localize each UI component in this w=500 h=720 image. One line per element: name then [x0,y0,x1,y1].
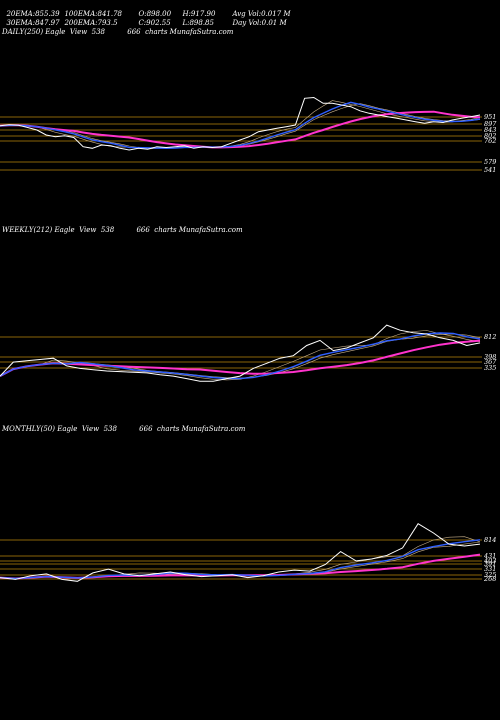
close: C:902.55 [134,10,171,28]
weekly-caption: WEEKLY(212) Eagle View 538 666 charts Mu… [2,226,243,234]
daily-level-label: 843 [484,126,496,134]
close-value: 902.55 [146,19,171,27]
monthly-level-label: 391 [484,560,496,568]
monthly-level-label: 268 [483,575,496,583]
dayvol-label: Day Vol: [232,19,262,27]
ema100-value: 841.78 [97,10,123,18]
monthly-level-label: 331 [484,565,496,573]
ema100: 100EMA:841.78 [60,1,122,19]
ema30: 30EMA:847.97 [2,10,60,28]
daily-level-label: 579 [484,158,496,166]
monthly-ema-fast [0,539,481,580]
daily-ma-thin-2 [0,103,481,149]
daily-level-label: 897 [484,120,497,128]
monthly-ma-thin-2 [0,541,481,579]
monthly-level-label: 325 [484,571,496,579]
daily-level-label: 541 [484,166,496,174]
weekly-level-label: 812 [484,333,496,341]
ema20-value: 855.39 [35,10,60,18]
weekly-level-label: 398 [484,353,496,361]
daily-ema-slow [0,110,481,149]
weekly-ema-slow [0,339,481,377]
avgvol: Avg Vol:0.017 M [228,1,291,19]
daily-ma-thin-1 [0,100,481,150]
monthly-level-label: 814 [484,536,496,544]
open-value: 898.00 [146,10,172,18]
low-value: 898.85 [189,19,214,27]
ema200-value: 793.5 [97,19,118,27]
ema200-label: 200EMA: [64,19,98,27]
ema20-label: 20EMA: [6,10,36,18]
monthly-price-line [0,523,481,582]
ema30-value: 847.97 [35,19,60,27]
weekly-level-label: 335 [484,364,496,372]
open-label: O: [138,10,147,18]
avgvol-value: 0.017 M [261,10,291,18]
monthly-level-label: 431 [483,552,496,560]
monthly-ma-thin-1 [0,536,481,579]
monthly-level-label: 403 [483,557,496,565]
daily-ema-fast [0,101,481,150]
low: L:898.85 [178,10,214,28]
ema200: 200EMA:793.5 [60,10,118,28]
daily-price-line [0,96,481,151]
high: H:917.90 [178,1,215,19]
weekly-ma-thin-2 [0,333,481,379]
ema30-label: 30EMA: [6,19,36,27]
weekly-price-line [0,324,481,382]
low-label: L: [182,19,190,27]
daily-level-label: 762 [484,137,496,145]
weekly-level-label: 367 [484,358,497,366]
dayvol: Day Vol:0.01 M [228,10,287,28]
high-value: 917.90 [190,10,216,18]
daily-caption: DAILY(250) Eagle View 538 666 charts Mun… [2,28,234,36]
daily-level-label: 951 [484,113,496,121]
dayvol-value: 0.01 M [261,19,287,27]
monthly-caption: MONTHLY(50) Eagle View 538 666 charts Mu… [2,425,246,433]
avgvol-label: Avg Vol: [232,10,262,18]
high-label: H: [182,10,191,18]
indicator-header: 20EMA:855.39 [2,1,60,19]
daily-level-label: 802 [484,132,496,140]
ema100-label: 100EMA: [64,10,98,18]
close-label: C: [138,19,147,27]
open: O:898.00 [134,1,171,19]
weekly-ema-fast [0,332,481,380]
